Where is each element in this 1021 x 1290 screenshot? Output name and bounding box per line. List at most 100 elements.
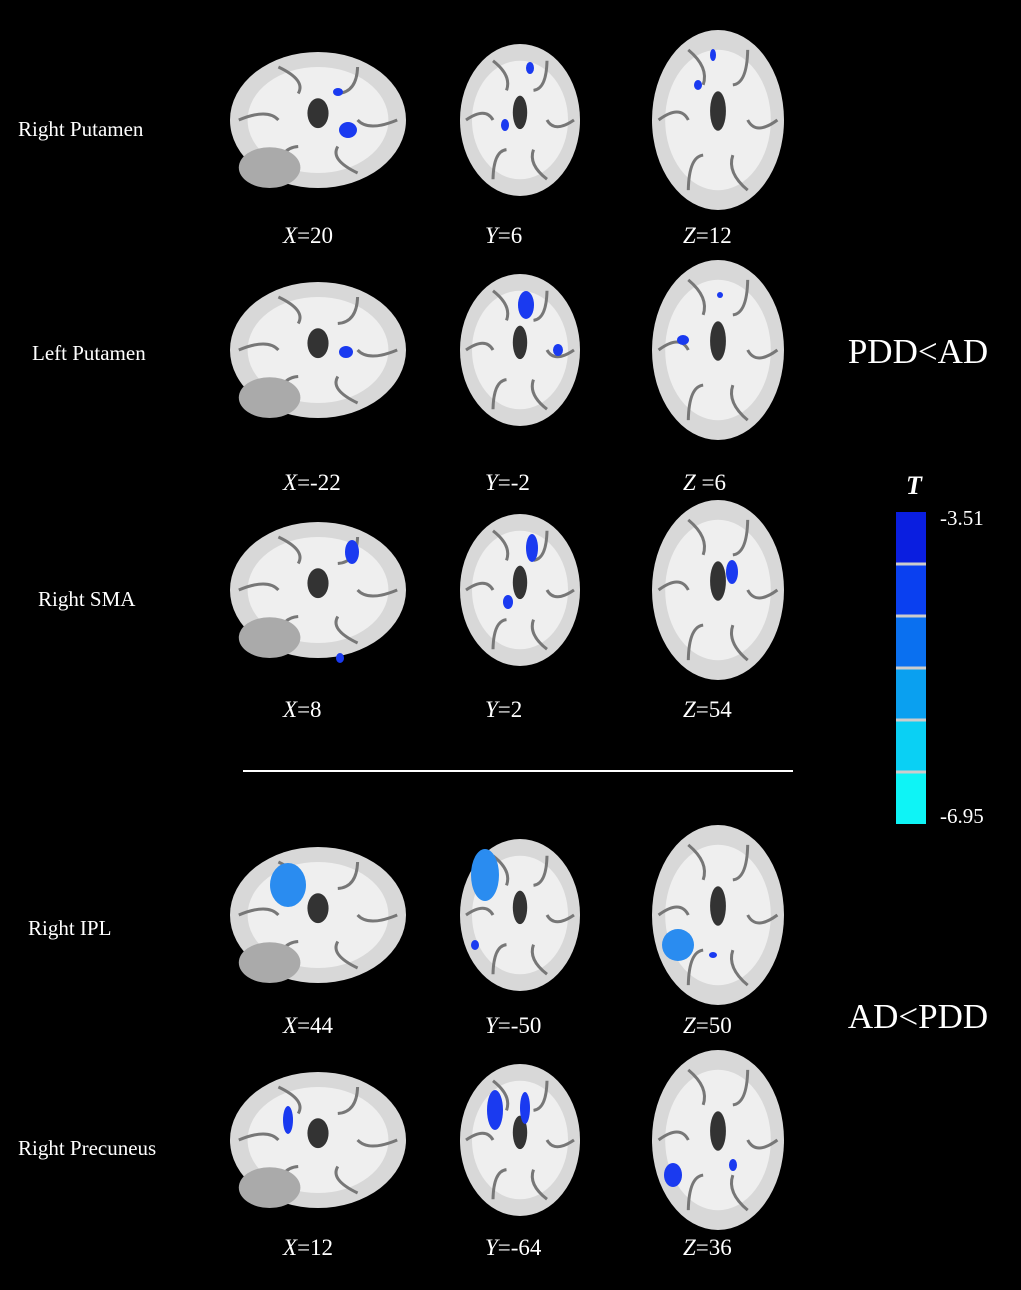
coordinate-value: =36 — [696, 1235, 732, 1260]
sulcus — [356, 1138, 398, 1148]
ventricle — [512, 325, 528, 360]
sulcus — [732, 49, 750, 87]
brain-slice — [230, 847, 406, 983]
activation — [283, 1106, 293, 1134]
sulcus — [687, 843, 706, 881]
colorbar-step — [896, 512, 926, 564]
coordinate-label: Y=-50 — [485, 1013, 541, 1038]
activation — [471, 940, 479, 950]
ventricle — [710, 561, 726, 601]
colorbar-label: -3.51 — [940, 506, 984, 530]
sulcus — [465, 581, 495, 592]
sulcus — [492, 529, 510, 561]
sulcus — [686, 948, 704, 986]
sulcus — [657, 340, 690, 352]
coordinate-label: Y=-64 — [485, 1235, 542, 1260]
brain-slice — [460, 274, 580, 426]
sulcus — [491, 378, 507, 410]
brain-slice — [460, 839, 580, 991]
sulcus — [686, 1173, 704, 1211]
brain-slice — [652, 500, 784, 680]
sulcus — [491, 1168, 507, 1200]
ventricle — [512, 565, 528, 600]
coordinate-axis: Y — [485, 1235, 500, 1260]
sulcus — [533, 1080, 549, 1112]
activation — [471, 849, 499, 901]
sulcus — [492, 854, 510, 886]
colorbar-step — [896, 720, 926, 772]
sulcus — [746, 118, 779, 130]
sulcus — [465, 111, 495, 122]
colorbar-step — [896, 616, 926, 668]
coordinate-value: =44 — [297, 1013, 333, 1038]
sulcus — [732, 844, 750, 882]
ventricle — [512, 95, 528, 130]
coordinate-axis: Z — [683, 1235, 696, 1260]
activation — [709, 952, 717, 958]
sulcus — [533, 290, 549, 322]
sulcus — [238, 112, 280, 122]
coordinate-label: Y=2 — [485, 697, 522, 722]
brain-slice — [652, 30, 784, 210]
cerebellum — [238, 147, 301, 189]
sulcus — [545, 348, 575, 359]
coordinate-axis: X — [282, 697, 298, 722]
activation — [503, 595, 513, 609]
coordinate-axis: X — [282, 470, 298, 495]
ventricle — [307, 98, 329, 129]
sulcus — [238, 582, 280, 592]
sulcus — [356, 118, 398, 128]
group-label: AD<PDD — [848, 997, 988, 1036]
coordinate-axis: Y — [485, 470, 500, 495]
sulcus — [746, 1138, 779, 1150]
ventricle — [710, 1111, 726, 1151]
sulcus — [277, 295, 302, 325]
ventricle — [710, 91, 726, 131]
sulcus — [746, 348, 779, 360]
sulcus — [337, 1086, 360, 1115]
activation — [520, 1092, 530, 1124]
coordinate-axis: Y — [485, 697, 500, 722]
sulcus — [465, 906, 495, 917]
sulcus — [337, 296, 360, 325]
coordinate-value: =8 — [297, 697, 321, 722]
ventricle — [512, 1115, 528, 1150]
coordinate-label: Z=50 — [683, 1013, 732, 1038]
coordinate-value: =54 — [696, 697, 732, 722]
sulcus — [533, 530, 549, 562]
sulcus — [687, 1068, 706, 1106]
coordinate-label: Z=36 — [683, 1235, 732, 1260]
activation — [662, 929, 694, 961]
sulcus — [730, 154, 749, 192]
sulcus — [686, 623, 704, 661]
sulcus — [545, 913, 575, 924]
coordinate-value: =2 — [498, 697, 522, 722]
coordinate-value: =-50 — [498, 1013, 542, 1038]
brain-slice — [230, 282, 406, 418]
brain-slice — [230, 522, 406, 663]
activation — [677, 335, 689, 345]
sulcus — [356, 588, 398, 598]
sulcus — [545, 588, 575, 599]
coordinate-value: =50 — [696, 1013, 732, 1038]
coordinate-label: X=44 — [282, 1013, 334, 1038]
activation — [526, 62, 534, 74]
sulcus — [334, 1165, 359, 1195]
cerebellum — [238, 377, 301, 418]
sulcus — [492, 59, 510, 91]
row-label: Right IPL — [28, 916, 111, 940]
coordinate-label: X=20 — [282, 223, 333, 248]
coordinate-label: Z=12 — [683, 223, 732, 248]
brain-slice — [460, 514, 580, 666]
sulcus — [730, 1174, 749, 1212]
sulcus — [356, 913, 398, 923]
coordinate-value: =6 — [696, 470, 726, 495]
sulcus — [277, 65, 302, 95]
coordinate-value: =12 — [297, 1235, 333, 1260]
ventricle — [307, 1118, 329, 1149]
coordinate-axis: X — [282, 1013, 298, 1038]
sulcus — [492, 289, 510, 321]
brain-slice — [460, 1064, 580, 1216]
sulcus — [238, 907, 280, 917]
ventricle — [307, 568, 329, 599]
